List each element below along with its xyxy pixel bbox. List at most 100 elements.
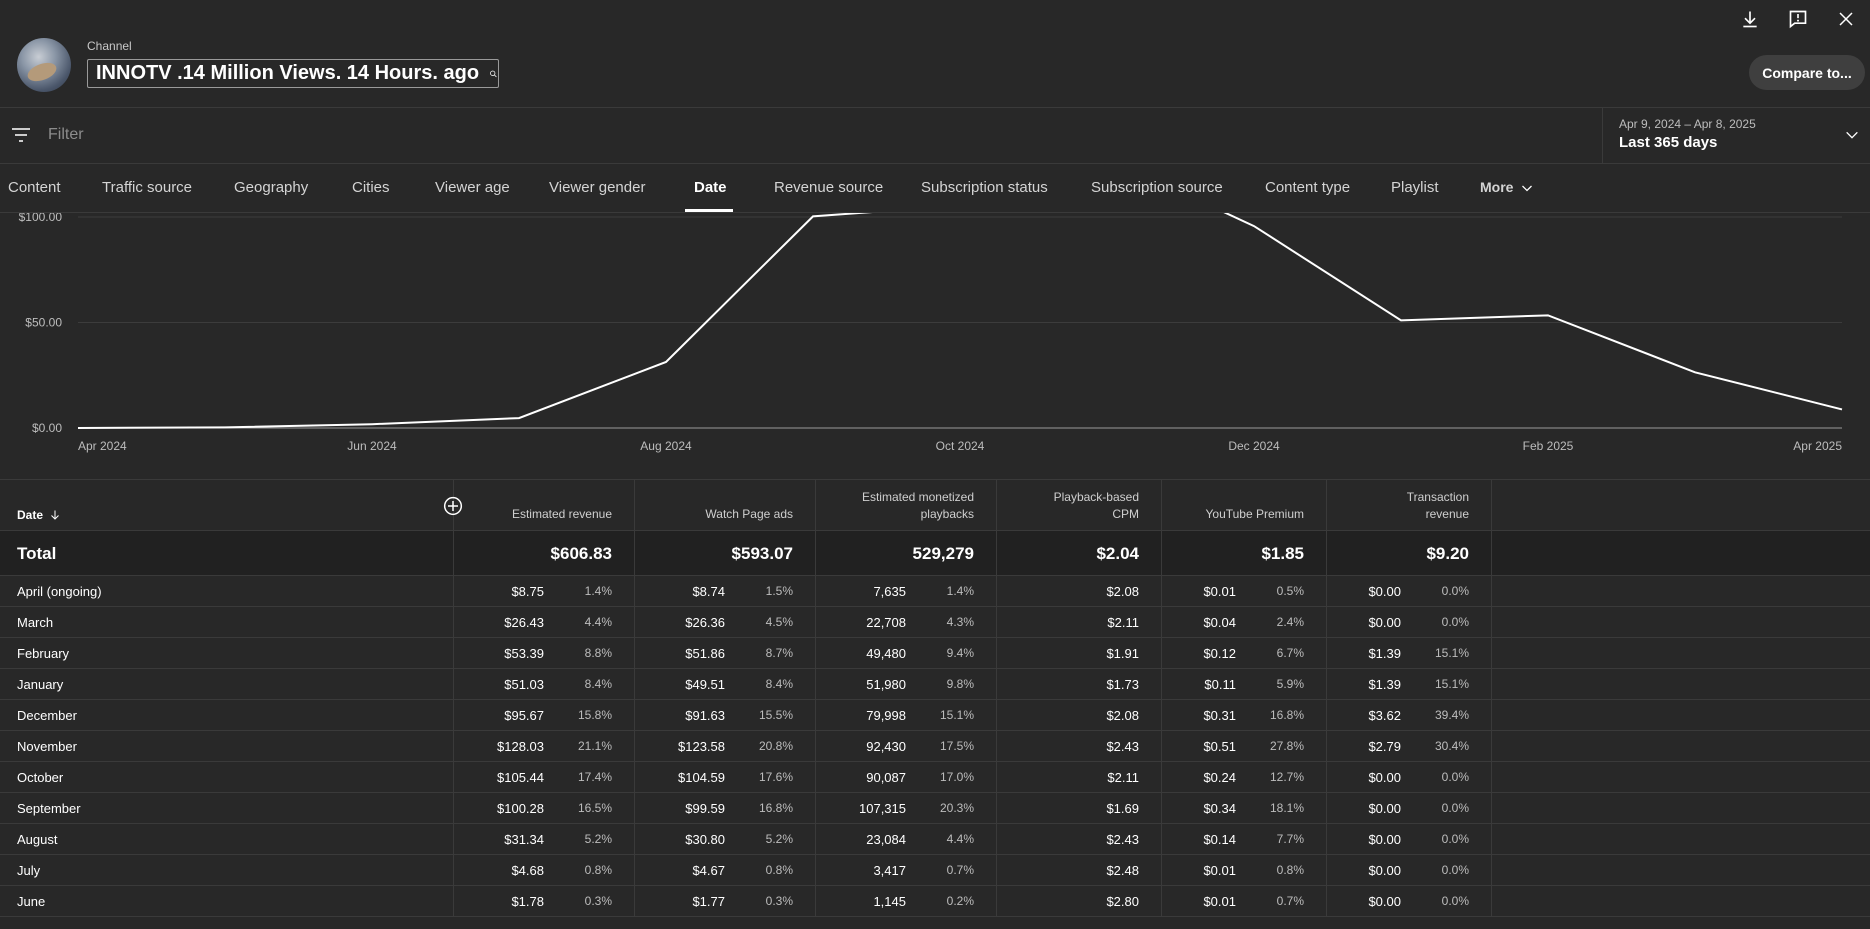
search-icon[interactable] xyxy=(489,65,498,83)
total-value: $606.83 xyxy=(550,544,612,563)
table-cell: $3.62 39.4% xyxy=(1327,700,1492,730)
table-row[interactable]: June $1.78 0.3% $1.77 0.3% 1,145 0.2% $2.80 $0.0… xyxy=(0,886,1870,917)
cell-value: $0.01 xyxy=(1203,894,1236,909)
cell-value: $1.39 xyxy=(1368,677,1401,692)
table-header-row: Date Estimated revenue Watch Page ads Estim… xyxy=(0,480,1870,530)
column-header-label: Estimated revenue xyxy=(511,507,612,521)
compare-button[interactable]: Compare to... xyxy=(1749,55,1865,90)
total-value: $1.85 xyxy=(1261,544,1304,563)
tab-geography[interactable]: Geography xyxy=(234,179,309,196)
y-tick-label: $0.00 xyxy=(32,421,62,435)
data-point[interactable] xyxy=(810,213,816,219)
data-point[interactable] xyxy=(1692,369,1698,375)
cell-percent: 0.0% xyxy=(1441,894,1469,908)
table-cell: $99.59 16.8% xyxy=(635,793,816,823)
date-sort-header[interactable]: Date xyxy=(17,508,61,522)
cell-percent: 9.4% xyxy=(946,646,974,660)
tab-viewer-age[interactable]: Viewer age xyxy=(435,179,510,196)
table-row[interactable]: February $53.39 8.8% $51.86 8.7% 49,480 9.4% $1… xyxy=(0,638,1870,669)
tab-traffic-source[interactable]: Traffic source xyxy=(102,179,193,196)
cell-value: $104.59 xyxy=(678,770,725,785)
cell-percent: 0.3% xyxy=(584,894,612,908)
tab-date[interactable]: Date xyxy=(694,179,727,196)
cell-percent: 0.0% xyxy=(1441,832,1469,846)
cell-percent: 17.5% xyxy=(939,739,974,753)
date-column-header[interactable]: Date xyxy=(0,480,463,530)
table-cell: $95.67 15.8% xyxy=(454,700,635,730)
table-row[interactable]: October $105.44 17.4% $104.59 17.6% 90,087 17.… xyxy=(0,762,1870,793)
tab-content-type[interactable]: Content type xyxy=(1265,179,1351,196)
cell-percent: 20.8% xyxy=(758,739,793,753)
filter-input[interactable]: Filter xyxy=(48,126,84,143)
top-icons xyxy=(1726,6,1870,32)
cell-value: $0.00 xyxy=(1368,584,1401,599)
sort-arrow-down-icon xyxy=(51,510,59,520)
cell-value: $26.36 xyxy=(685,615,725,630)
data-point[interactable] xyxy=(222,424,228,430)
cell-value: 90,087 xyxy=(866,770,906,785)
cell-percent: 2.4% xyxy=(1276,615,1304,629)
cell-value: $1.77 xyxy=(692,894,725,909)
data-point[interactable] xyxy=(75,425,81,431)
y-tick-label: $100.00 xyxy=(19,213,63,224)
table-row[interactable]: November $128.03 21.1% $123.58 20.8% 92,430 17… xyxy=(0,731,1870,762)
tab-subscription-source[interactable]: Subscription source xyxy=(1091,179,1223,196)
cell-value: 107,315 xyxy=(859,801,906,816)
table-cell: $0.14 7.7% xyxy=(1162,824,1327,854)
table-row[interactable]: March $26.43 4.4% $26.36 4.5% 22,708 4.3% $2.11… xyxy=(0,607,1870,638)
table-row[interactable]: September $100.28 16.5% $99.59 16.8% 107,315 2… xyxy=(0,793,1870,824)
data-point[interactable] xyxy=(1398,317,1404,323)
table-row[interactable]: August $31.34 5.2% $30.80 5.2% 23,084 4.4% $2.4… xyxy=(0,824,1870,855)
date-range-selector[interactable]: Apr 9, 2024 – Apr 8, 2025 Last 365 days xyxy=(1602,108,1870,164)
feedback-icon[interactable] xyxy=(1774,6,1822,32)
table-row[interactable]: July $4.68 0.8% $4.67 0.8% 3,417 0.7% $2.48 $0.0… xyxy=(0,855,1870,886)
cell-value: $30.80 xyxy=(685,832,725,847)
add-column-icon[interactable] xyxy=(443,496,463,516)
tab-content[interactable]: Content xyxy=(8,179,61,196)
column-header-label: Estimated monetized playbacks xyxy=(861,490,974,521)
cell-value: $8.74 xyxy=(692,584,725,599)
tab-subscription-status[interactable]: Subscription status xyxy=(921,179,1048,196)
table-cell: 90,087 17.0% xyxy=(816,762,997,792)
row-label: December xyxy=(17,708,77,723)
tab-more[interactable]: More xyxy=(1480,179,1533,195)
data-point[interactable] xyxy=(1839,406,1845,412)
row-label: November xyxy=(17,739,77,754)
cell-percent: 7.7% xyxy=(1276,832,1304,846)
tab-viewer-gender[interactable]: Viewer gender xyxy=(549,179,646,196)
table-cell: $0.01 0.7% xyxy=(1162,886,1327,916)
cell-value: $0.24 xyxy=(1203,770,1236,785)
tab-cities[interactable]: Cities xyxy=(352,179,390,196)
date-range-dates: Apr 9, 2024 – Apr 8, 2025 xyxy=(1619,117,1756,131)
channel-selector[interactable]: INNOTV .14 Million Views. 14 Hours. ago xyxy=(87,59,499,88)
cell-value: $123.58 xyxy=(678,739,725,754)
data-point[interactable] xyxy=(1545,312,1551,318)
data-point[interactable] xyxy=(369,421,375,427)
close-icon[interactable] xyxy=(1822,6,1870,32)
data-point[interactable] xyxy=(516,415,522,421)
cell-value: $0.51 xyxy=(1203,739,1236,754)
row-label: July xyxy=(17,863,41,878)
total-value: $593.07 xyxy=(731,544,793,563)
filter-icon[interactable] xyxy=(11,126,31,144)
tab-playlist[interactable]: Playlist xyxy=(1391,179,1439,196)
channel-avatar[interactable] xyxy=(17,38,71,92)
filter-bar[interactable]: Filter xyxy=(0,108,1870,164)
table-row[interactable]: January $51.03 8.4% $49.51 8.4% 51,980 9.8% $1.… xyxy=(0,669,1870,700)
cell-percent: 16.5% xyxy=(577,801,612,815)
table-row[interactable]: December $95.67 15.8% $91.63 15.5% 79,998 15.1… xyxy=(0,700,1870,731)
tab-revenue-source[interactable]: Revenue source xyxy=(774,179,884,196)
x-tick-label: Oct 2024 xyxy=(936,439,985,453)
table-cell: $0.00 0.0% xyxy=(1327,886,1492,916)
table-row[interactable]: April (ongoing) $8.75 1.4% $8.74 1.5% 7,635 1.… xyxy=(0,576,1870,607)
x-tick-label: Aug 2024 xyxy=(640,439,692,453)
download-icon[interactable] xyxy=(1726,6,1774,32)
revenue-series-line[interactable] xyxy=(77,213,1843,429)
table-cell: $0.01 0.5% xyxy=(1162,576,1327,606)
cell-percent: 5.2% xyxy=(584,832,612,846)
table-cell: September xyxy=(0,793,454,823)
table-cell: 51,980 9.8% xyxy=(816,669,997,699)
data-point[interactable] xyxy=(1251,223,1257,229)
chevron-down-icon xyxy=(1522,185,1533,192)
data-point[interactable] xyxy=(663,359,669,365)
